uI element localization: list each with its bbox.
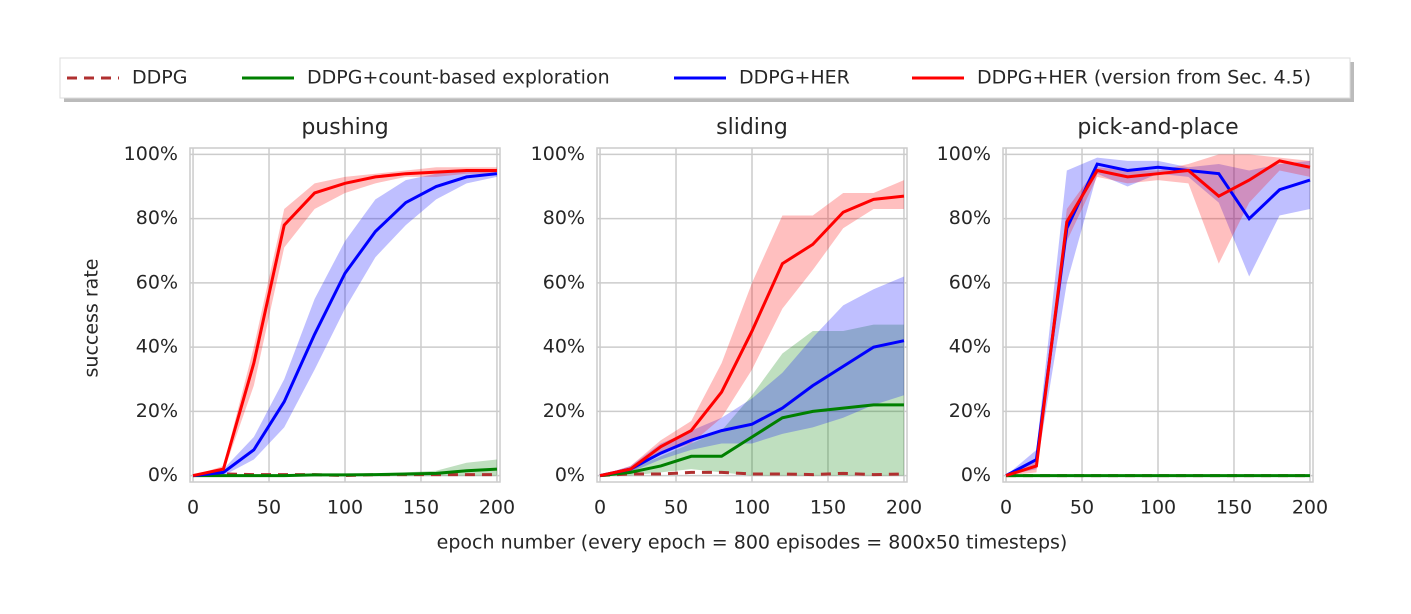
y-tick-label: 100% bbox=[937, 143, 991, 165]
y-tick-label: 20% bbox=[543, 400, 585, 422]
x-tick-label: 150 bbox=[1216, 497, 1252, 519]
y-axis-label: success rate bbox=[81, 259, 103, 378]
y-tick-label: 20% bbox=[136, 400, 178, 422]
y-tick-label: 60% bbox=[136, 271, 178, 293]
x-tick-label: 100 bbox=[734, 497, 770, 519]
x-tick-label: 0 bbox=[1000, 497, 1012, 519]
series-line bbox=[599, 194, 905, 478]
subplot-title: pushing bbox=[301, 115, 388, 140]
plot-frame bbox=[1002, 147, 1314, 483]
x-tick-label: 150 bbox=[403, 497, 439, 519]
y-tick-label: 80% bbox=[136, 207, 178, 229]
confidence-band bbox=[600, 324, 904, 476]
series-line bbox=[599, 403, 904, 478]
y-tick-label: 60% bbox=[949, 271, 991, 293]
y-tick-label: 80% bbox=[543, 207, 585, 229]
subplot-title: pick-and-place bbox=[1077, 115, 1238, 140]
x-tick-label: 50 bbox=[664, 497, 688, 519]
confidence-band bbox=[600, 276, 904, 476]
y-tick-label: 0% bbox=[555, 464, 585, 486]
y-tick-label: 0% bbox=[148, 464, 178, 486]
y-tick-label: 100% bbox=[531, 143, 585, 165]
legend-label: DDPG+HER (version from Sec. 4.5) bbox=[977, 67, 1311, 89]
series-line bbox=[192, 172, 498, 478]
x-tick-label: 50 bbox=[257, 497, 281, 519]
series-line bbox=[193, 467, 498, 478]
x-tick-label: 0 bbox=[594, 497, 606, 519]
y-tick-label: 100% bbox=[124, 143, 178, 165]
subplot-title: sliding bbox=[716, 115, 788, 140]
legend-label: DDPG bbox=[132, 67, 187, 89]
x-tick-label: 50 bbox=[1070, 497, 1094, 519]
series-line bbox=[1005, 159, 1311, 478]
x-tick-label: 0 bbox=[187, 497, 199, 519]
x-tick-label: 100 bbox=[327, 497, 363, 519]
x-tick-label: 200 bbox=[886, 497, 922, 519]
plot-frame bbox=[189, 147, 501, 483]
y-tick-label: 0% bbox=[961, 464, 991, 486]
series-line bbox=[192, 168, 497, 478]
confidence-band bbox=[193, 459, 497, 476]
x-tick-label: 200 bbox=[1292, 497, 1328, 519]
x-axis-label: epoch number (every epoch = 800 episodes… bbox=[437, 532, 1068, 554]
legend-label: DDPG+count-based exploration bbox=[307, 67, 610, 89]
x-tick-label: 150 bbox=[810, 497, 846, 519]
series-line bbox=[599, 339, 905, 478]
plot-frame bbox=[596, 147, 908, 483]
y-tick-label: 40% bbox=[136, 336, 178, 358]
confidence-band bbox=[1006, 157, 1310, 476]
y-tick-label: 40% bbox=[949, 336, 991, 358]
y-tick-label: 40% bbox=[543, 336, 585, 358]
y-tick-label: 20% bbox=[949, 400, 991, 422]
x-tick-label: 100 bbox=[1140, 497, 1176, 519]
y-tick-label: 60% bbox=[543, 271, 585, 293]
legend-label: DDPG+HER bbox=[739, 67, 850, 89]
x-tick-label: 200 bbox=[479, 497, 515, 519]
y-tick-label: 80% bbox=[949, 207, 991, 229]
